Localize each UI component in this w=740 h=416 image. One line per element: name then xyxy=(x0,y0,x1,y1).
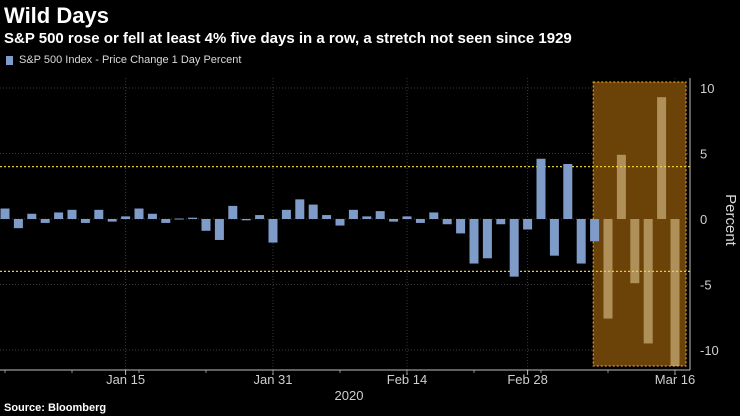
bar xyxy=(536,158,546,219)
y-tick-label: 0 xyxy=(700,212,707,227)
bar xyxy=(630,219,640,284)
y-tick-label: -5 xyxy=(700,278,712,293)
bar xyxy=(375,211,385,219)
bar xyxy=(643,219,653,344)
y-axis-title: Percent xyxy=(722,194,739,247)
bar xyxy=(308,204,318,219)
bar xyxy=(27,213,37,219)
bar xyxy=(402,216,412,219)
source-note: Source: Bloomberg xyxy=(4,402,107,414)
bar xyxy=(161,219,171,223)
bar xyxy=(616,154,626,219)
bar xyxy=(509,219,519,277)
bar xyxy=(670,219,680,366)
legend: S&P 500 Index - Price Change 1 Day Perce… xyxy=(6,54,241,66)
bar xyxy=(482,219,492,259)
bar xyxy=(147,213,157,219)
bar xyxy=(281,209,291,219)
bar xyxy=(563,163,573,219)
bar xyxy=(54,212,64,219)
bar xyxy=(80,219,90,223)
bar xyxy=(134,208,144,219)
bar xyxy=(322,215,332,219)
bar xyxy=(389,219,399,222)
bar xyxy=(188,217,198,219)
bar xyxy=(228,205,238,219)
bar xyxy=(348,209,358,219)
y-tick-label: 10 xyxy=(700,81,714,96)
bar xyxy=(362,216,372,219)
bar xyxy=(523,219,533,230)
x-tick-label: Jan 31 xyxy=(253,372,292,387)
legend-swatch xyxy=(6,55,13,65)
bar xyxy=(121,216,131,219)
bar xyxy=(442,219,452,225)
x-tick-label: Feb 28 xyxy=(507,372,547,387)
bar xyxy=(241,219,251,221)
bar xyxy=(335,219,345,226)
year-label: 2020 xyxy=(335,388,364,403)
grid xyxy=(0,78,690,370)
bar xyxy=(214,219,224,240)
bar xyxy=(469,219,479,264)
chart-title: Wild Days xyxy=(4,3,109,28)
legend-label: S&P 500 Index - Price Change 1 Day Perce… xyxy=(19,54,242,66)
bar xyxy=(255,215,265,219)
bar xyxy=(107,219,117,222)
reference-lines xyxy=(0,166,690,272)
bars xyxy=(0,97,680,366)
bar xyxy=(456,219,466,234)
axes: 10 5 0 -5 -10 Jan 15 Jan 31 Feb 14 Feb 28 Mar 16 2… xyxy=(0,78,739,403)
bar xyxy=(13,219,23,229)
bar xyxy=(268,219,278,243)
bar xyxy=(295,199,305,219)
bar xyxy=(201,219,211,231)
chart-subtitle: S&P 500 rose or fell at least 4% five da… xyxy=(4,30,572,47)
bar xyxy=(549,219,559,256)
x-tick-label: Mar 16 xyxy=(655,372,695,387)
bar xyxy=(94,209,104,219)
bar xyxy=(496,219,506,225)
x-tick-label: Feb 14 xyxy=(387,372,427,387)
bar xyxy=(590,219,600,242)
bar xyxy=(67,209,77,219)
bar xyxy=(576,219,586,264)
bar xyxy=(657,97,667,219)
bar xyxy=(603,219,613,319)
y-tick-label: -10 xyxy=(700,343,719,358)
bar xyxy=(0,208,10,219)
bar xyxy=(174,218,184,220)
x-tick-label: Jan 15 xyxy=(106,372,145,387)
bar xyxy=(40,219,50,223)
bar xyxy=(415,219,425,223)
bar xyxy=(429,212,439,219)
y-tick-label: 5 xyxy=(700,147,707,162)
